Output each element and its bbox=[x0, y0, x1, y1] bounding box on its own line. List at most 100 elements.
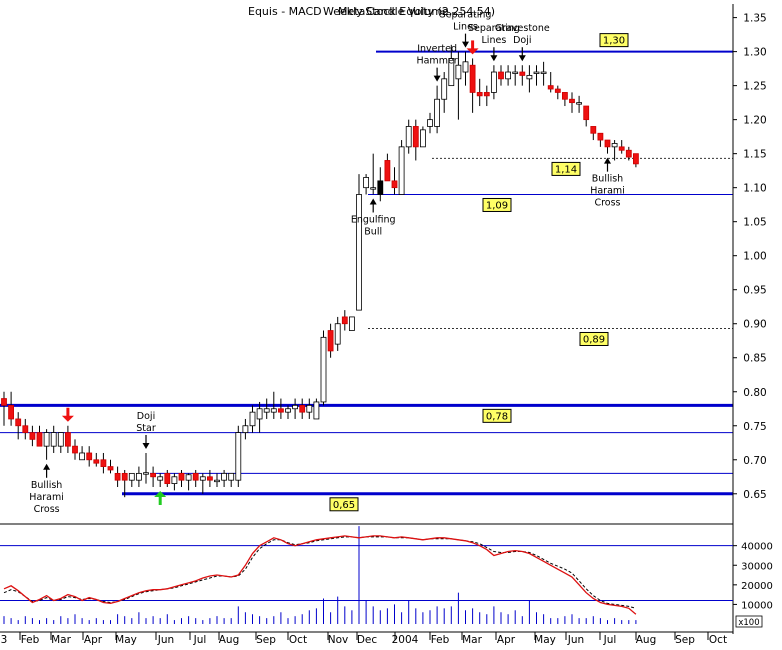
candle-body bbox=[562, 92, 568, 100]
candle-body bbox=[249, 411, 256, 427]
candle-body bbox=[43, 432, 50, 447]
chart-title: Equis - MACD bbox=[248, 5, 322, 18]
time-tick-label: Jun bbox=[567, 634, 584, 646]
price-label-text: 0,89 bbox=[583, 334, 605, 345]
pattern-label: Harami bbox=[590, 186, 625, 197]
signal-arrow-head bbox=[466, 48, 479, 55]
time-tick-label: Oct bbox=[709, 634, 727, 646]
candle-body bbox=[107, 466, 114, 471]
pattern-label: Separating bbox=[440, 10, 492, 21]
price-tick-label: 0.75 bbox=[743, 421, 766, 433]
price-tick-label: 0.90 bbox=[743, 319, 766, 331]
volume-tick-label: 40000 bbox=[741, 542, 773, 553]
time-tick-label: Jun bbox=[157, 634, 174, 646]
pattern-label: Lines bbox=[482, 35, 507, 46]
time-tick-label: Nov bbox=[328, 634, 349, 646]
signal-arrow-head bbox=[154, 490, 167, 497]
candle-body bbox=[157, 476, 164, 481]
candle-body bbox=[434, 98, 441, 127]
candle-body bbox=[533, 71, 540, 74]
price-label-box bbox=[482, 408, 512, 423]
candle-body bbox=[221, 472, 228, 481]
candle-body bbox=[228, 472, 235, 481]
candle-body bbox=[356, 194, 362, 311]
candle-body bbox=[36, 432, 43, 447]
candle-body bbox=[348, 316, 355, 331]
pattern-label: Inverted bbox=[417, 44, 457, 55]
candle-body bbox=[270, 408, 277, 413]
candle-body bbox=[235, 432, 242, 481]
signal-arrow-head bbox=[433, 75, 441, 82]
candle-body bbox=[341, 316, 348, 325]
candle-body bbox=[625, 149, 632, 158]
volume-unit-label: x100 bbox=[738, 618, 759, 628]
time-tick-label: Oct bbox=[289, 634, 307, 646]
chart-subtitle: MetaStock Equity (2,254.54) bbox=[338, 5, 495, 18]
price-tick-label: 1.15 bbox=[743, 149, 766, 161]
annotations-layer: BullishHaramiCrossDojiStarEngulfingBullI… bbox=[29, 10, 624, 515]
candle-body bbox=[320, 336, 327, 403]
candle-body bbox=[370, 187, 377, 190]
time-tick-label: Feb bbox=[21, 634, 40, 646]
candle-body bbox=[100, 459, 107, 467]
candle-body bbox=[50, 432, 57, 447]
time-tick-label: Apr bbox=[84, 634, 103, 646]
pattern-label: Lines bbox=[453, 22, 478, 33]
candle-body bbox=[412, 126, 419, 148]
candle-body bbox=[498, 71, 504, 80]
candle-body bbox=[299, 404, 306, 413]
time-tick-label: Apr bbox=[497, 634, 516, 646]
price-tick-label: 0.65 bbox=[743, 489, 766, 501]
candle-body bbox=[611, 143, 618, 148]
pattern-label: Harami bbox=[29, 492, 64, 503]
candle-body bbox=[554, 88, 561, 93]
price-label-text: 1,14 bbox=[555, 164, 577, 175]
candle-body bbox=[121, 472, 128, 481]
price-axis: 0.65 0.70 0.75 0.80 0.85 0.90 0.95 1.00 1.05 1.10… bbox=[732, 4, 767, 634]
pattern-label: Cross bbox=[34, 504, 60, 515]
price-tick-label: 0.70 bbox=[743, 455, 766, 467]
pattern-label: Star bbox=[136, 423, 156, 434]
candle-body bbox=[306, 404, 313, 413]
price-label-box bbox=[599, 33, 629, 48]
price-tick-label: 0.95 bbox=[743, 285, 766, 297]
candle-body bbox=[462, 61, 469, 73]
horizontal-lines-layer bbox=[0, 50, 733, 496]
time-axis: 3 Feb Mar Apr May Jun Jul Aug Sep Oct Nov Dec 2004 Fe… bbox=[0, 631, 733, 646]
candle-body bbox=[15, 418, 22, 427]
candle-body bbox=[519, 71, 526, 76]
candle-body bbox=[441, 78, 448, 100]
pattern-label: Bullish bbox=[592, 174, 623, 185]
time-tick-label: Mar bbox=[462, 634, 482, 646]
candle-body bbox=[178, 472, 185, 481]
volume-unit-box bbox=[735, 615, 763, 628]
candle-body bbox=[263, 408, 270, 413]
pattern-label: Bullish bbox=[31, 480, 62, 491]
candle-body bbox=[327, 330, 334, 352]
candle-body bbox=[171, 476, 178, 484]
signal-arrow-head bbox=[369, 198, 377, 205]
candle-body bbox=[292, 404, 299, 410]
candle-body bbox=[164, 472, 171, 484]
candle-body bbox=[618, 146, 625, 151]
time-tick-label: 2004 bbox=[392, 634, 419, 646]
candle-body bbox=[398, 146, 405, 195]
price-tick-label: 1.25 bbox=[743, 81, 766, 93]
pattern-label: Hammer bbox=[416, 56, 457, 67]
candle-body bbox=[135, 472, 142, 481]
chart-title-overlap: Weekly Candle Volume bbox=[323, 5, 449, 18]
candle-body bbox=[604, 139, 611, 148]
candle-body bbox=[72, 445, 78, 454]
time-tick-label: Sep bbox=[256, 634, 276, 646]
time-tick-label: 3 bbox=[1, 634, 8, 646]
price-labels-layer: 1,30 1,14 1,09 0,89 0,78 0,65 bbox=[329, 33, 629, 512]
signal-arrow-head bbox=[490, 55, 498, 62]
time-tick-label: Jul bbox=[603, 634, 617, 646]
price-tick-label: 1.30 bbox=[743, 47, 766, 59]
candle-body bbox=[576, 102, 582, 105]
candle-body bbox=[185, 474, 192, 481]
pattern-label: Gravestone bbox=[495, 23, 550, 34]
candle-body bbox=[540, 71, 547, 74]
